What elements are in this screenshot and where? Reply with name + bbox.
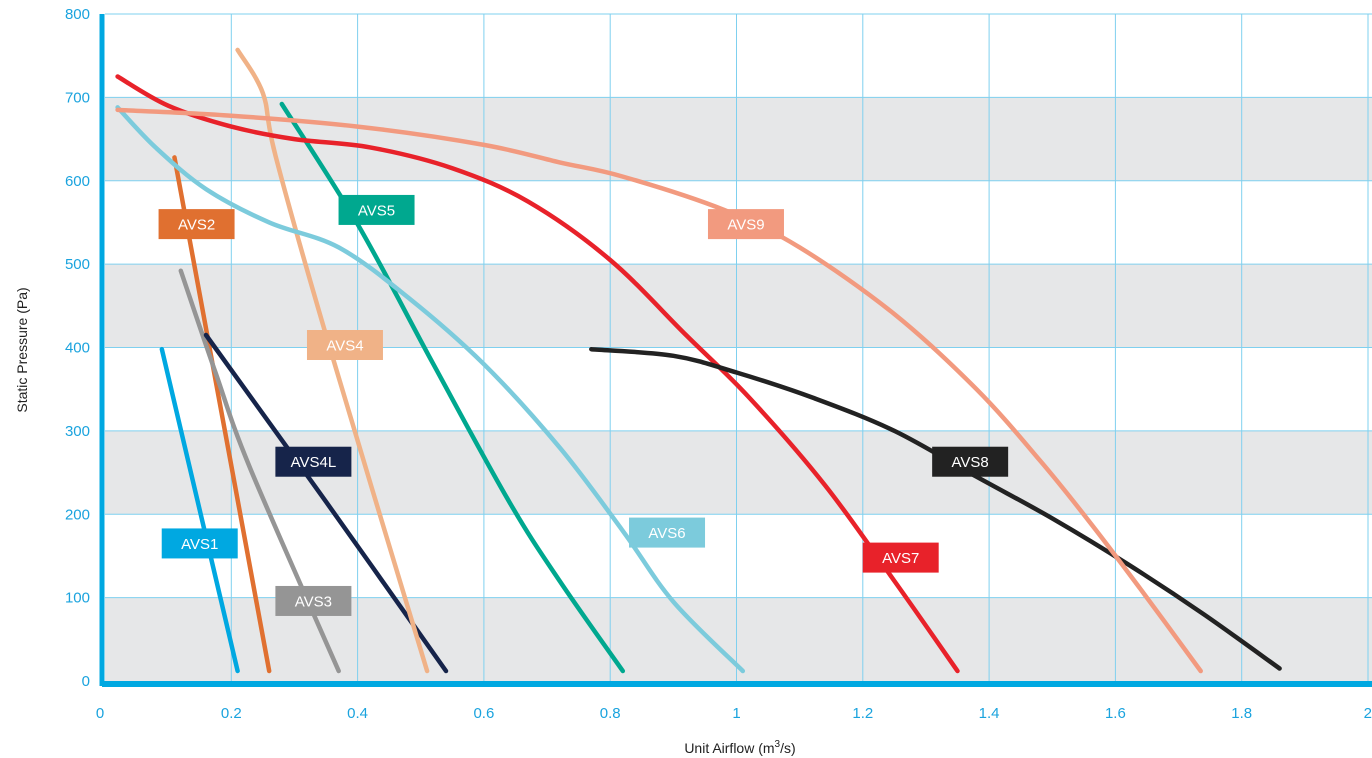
series-label-box xyxy=(275,446,352,477)
series-label-text: AVS2 xyxy=(178,217,215,234)
y-tick-label: 600 xyxy=(65,173,90,190)
x-tick-label: 0.6 xyxy=(473,705,494,722)
plot-bands xyxy=(105,97,1372,681)
series-label-text: AVS4L xyxy=(291,454,337,471)
series-label-avs3: AVS3 xyxy=(275,585,352,616)
series-label-avs6: AVS6 xyxy=(629,517,706,548)
series-label-box xyxy=(161,528,238,559)
y-axis-label: Static Pressure (Pa) xyxy=(14,287,30,412)
series-label-avs7: AVS7 xyxy=(862,542,939,573)
series-label-avs4l: AVS4L xyxy=(275,446,352,477)
plot-band xyxy=(105,97,1372,181)
y-tick-label: 300 xyxy=(65,423,90,440)
plot-axes xyxy=(99,14,1372,687)
series-line-avs1 xyxy=(159,346,240,674)
series-label-box xyxy=(932,446,1009,477)
series-label-box xyxy=(306,329,383,360)
series-label-text: AVS7 xyxy=(882,550,919,567)
x-tick-label: 1.2 xyxy=(852,705,873,722)
x-axis-label: Unit Airflow (m3/s) xyxy=(684,739,795,756)
y-tick-label: 400 xyxy=(65,340,90,357)
series-label-text: AVS9 xyxy=(727,217,764,234)
y-tick-label: 100 xyxy=(65,590,90,607)
series-line-avs2 xyxy=(172,155,272,674)
x-tick-label: 1 xyxy=(732,705,740,722)
series-label-box xyxy=(338,194,415,225)
plot-band xyxy=(105,264,1372,348)
series-label-avs1: AVS1 xyxy=(161,528,238,559)
x-tick-label: 0 xyxy=(96,705,104,722)
series-label-text: AVS3 xyxy=(295,593,332,610)
series-line-avs4l xyxy=(203,332,449,674)
series-label-text: AVS4 xyxy=(326,337,363,354)
y-tick-label: 500 xyxy=(65,256,90,273)
series-label-avs8: AVS8 xyxy=(932,446,1009,477)
series-lines xyxy=(115,47,1282,674)
y-tick-label: 0 xyxy=(82,673,90,690)
series-line-avs6 xyxy=(115,105,746,674)
series-label-avs2: AVS2 xyxy=(158,209,235,240)
y-tick-label: 700 xyxy=(65,89,90,106)
x-tick-label: 0.4 xyxy=(347,705,368,722)
series-label-avs5: AVS5 xyxy=(338,194,415,225)
series-label-box xyxy=(707,209,784,240)
y-tick-labels: 0 100 200 300 400 500 600 700 800 xyxy=(65,6,90,690)
series-label-box xyxy=(158,209,235,240)
x-tick-label: 0.2 xyxy=(221,705,242,722)
x-tick-labels: 0 0.2 0.4 0.6 0.8 1 1.2 1.4 1.6 1.8 2 xyxy=(96,705,1372,722)
series-labels: AVS1 AVS2 AVS3 AVS4L AVS4 AVS5 AVS6 AVS7 AVS8 AVS… xyxy=(158,194,1009,616)
series-label-text: AVS8 xyxy=(952,454,989,471)
series-label-avs4: AVS4 xyxy=(306,329,383,360)
series-label-text: AVS6 xyxy=(648,525,685,542)
x-tick-label: 1.8 xyxy=(1231,705,1252,722)
series-label-avs9: AVS9 xyxy=(707,209,784,240)
y-tick-label: 200 xyxy=(65,506,90,523)
series-label-box xyxy=(629,517,706,548)
x-tick-label: 1.6 xyxy=(1105,705,1126,722)
x-tick-label: 2 xyxy=(1364,705,1372,722)
series-line-avs5 xyxy=(279,101,626,674)
y-tick-label: 800 xyxy=(65,6,90,23)
x-tick-label: 0.8 xyxy=(600,705,621,722)
series-label-text: AVS1 xyxy=(181,536,218,553)
x-tick-label: 1.4 xyxy=(979,705,1000,722)
series-line-avs4 xyxy=(235,47,430,674)
series-label-text: AVS5 xyxy=(358,202,395,219)
series-line-avs7 xyxy=(115,74,960,674)
series-label-box xyxy=(275,585,352,616)
series-label-box xyxy=(862,542,939,573)
